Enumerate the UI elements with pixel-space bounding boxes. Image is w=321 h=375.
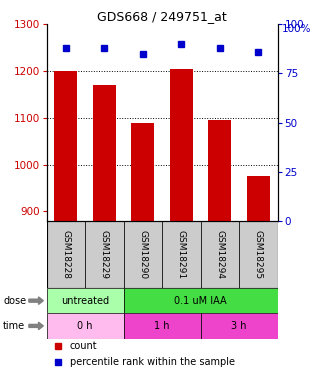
- Text: GSM18229: GSM18229: [100, 230, 109, 279]
- FancyBboxPatch shape: [201, 313, 278, 339]
- Text: GSM18295: GSM18295: [254, 230, 263, 279]
- Text: GSM18290: GSM18290: [138, 230, 147, 279]
- Bar: [208, 120, 231, 221]
- Text: 100%: 100%: [282, 24, 312, 34]
- FancyBboxPatch shape: [85, 221, 124, 288]
- FancyBboxPatch shape: [124, 221, 162, 288]
- FancyBboxPatch shape: [239, 221, 278, 288]
- FancyBboxPatch shape: [124, 288, 278, 313]
- Text: count: count: [70, 341, 97, 351]
- Text: 0.1 uM IAA: 0.1 uM IAA: [174, 296, 227, 306]
- Bar: [247, 176, 270, 221]
- Bar: [93, 85, 116, 221]
- Text: GSM18228: GSM18228: [61, 230, 70, 279]
- Text: time: time: [3, 321, 25, 331]
- FancyBboxPatch shape: [124, 313, 201, 339]
- Bar: [170, 69, 193, 221]
- Bar: [131, 123, 154, 221]
- FancyBboxPatch shape: [162, 221, 201, 288]
- Text: percentile rank within the sample: percentile rank within the sample: [70, 357, 235, 367]
- Title: GDS668 / 249751_at: GDS668 / 249751_at: [97, 10, 227, 23]
- Text: 1 h: 1 h: [154, 321, 170, 331]
- Bar: [54, 71, 77, 221]
- FancyBboxPatch shape: [201, 221, 239, 288]
- Text: 3 h: 3 h: [231, 321, 247, 331]
- FancyBboxPatch shape: [47, 288, 124, 313]
- FancyBboxPatch shape: [47, 221, 85, 288]
- Text: 0 h: 0 h: [77, 321, 93, 331]
- Text: GSM18294: GSM18294: [215, 230, 224, 279]
- Text: GSM18291: GSM18291: [177, 230, 186, 279]
- FancyBboxPatch shape: [47, 313, 124, 339]
- Text: dose: dose: [3, 296, 26, 306]
- Text: untreated: untreated: [61, 296, 109, 306]
